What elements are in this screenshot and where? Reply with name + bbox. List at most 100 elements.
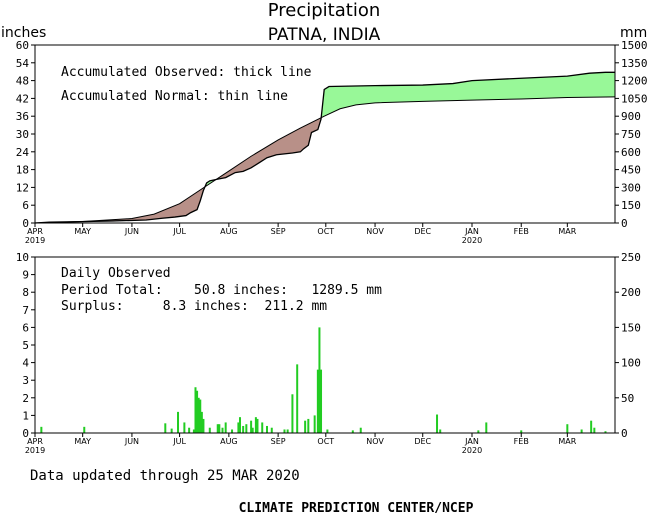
month-label: NOV (366, 437, 384, 446)
daily-bar (436, 414, 439, 433)
daily-bar (221, 427, 224, 433)
year-label: 2020 (462, 446, 482, 455)
month-label: OCT (317, 227, 334, 236)
left-tick-label: 30 (16, 128, 29, 141)
daily-bar (238, 417, 241, 433)
daily-bar (208, 427, 211, 433)
chart-subtitle: PATNA, INDIA (268, 25, 381, 45)
daily-bar (296, 364, 299, 433)
right-tick-label: 200 (621, 286, 641, 299)
right-unit-label: mm (620, 25, 647, 41)
daily-bar (326, 429, 329, 433)
left-tick-label: 0 (22, 427, 29, 440)
month-label: FEB (514, 227, 529, 236)
daily-bar (266, 425, 268, 433)
daily-bar (200, 411, 203, 433)
daily-bar (477, 430, 480, 433)
month-label: SEP (271, 227, 286, 236)
daily-bar (359, 427, 362, 433)
daily-bar (261, 422, 264, 433)
month-label: MAY (74, 227, 91, 236)
left-tick-label: 1 (22, 409, 29, 422)
accumulated-lines-layer (34, 71, 616, 224)
daily-bar (283, 429, 286, 433)
daily-bars-layer (40, 327, 607, 433)
daily-bar (197, 397, 200, 433)
daily-bar (439, 429, 442, 433)
daily-bar (254, 417, 257, 433)
month-label: MAY (74, 437, 91, 446)
month-label: JAN (464, 227, 479, 236)
daily-bar (237, 422, 240, 433)
left-tick-label: 24 (16, 146, 30, 159)
left-tick-label: 4 (22, 357, 29, 370)
left-unit-label: inches (1, 25, 46, 41)
month-label: AUG (220, 227, 238, 236)
right-tick-label: 150 (621, 321, 641, 334)
month-label: OCT (317, 437, 334, 446)
deficit-area (77, 187, 204, 222)
daily-bar (351, 430, 354, 433)
daily-bar (580, 429, 583, 433)
daily-bar (177, 411, 180, 433)
left-tick-label: 7 (22, 304, 29, 317)
daily-bar (270, 427, 273, 433)
daily-bar (313, 415, 316, 433)
daily-bar (183, 422, 186, 433)
accumulated-panel: 0612182430364248546001503004506007509001… (16, 39, 648, 245)
normal-line (34, 96, 616, 224)
observed-line (34, 71, 615, 224)
daily-bar (286, 429, 289, 433)
left-tick-label: 6 (22, 199, 29, 212)
daily-bar (242, 425, 245, 433)
right-tick-label: 0 (621, 427, 628, 440)
right-tick-label: 1200 (621, 75, 648, 88)
left-tick-label: 3 (22, 374, 29, 387)
daily-bar (593, 427, 596, 433)
left-tick-label: 12 (16, 181, 29, 194)
period-total-text: Period Total: 50.8 inches: 1289.5 mm (61, 283, 382, 298)
left-tick-label: 9 (22, 269, 29, 282)
right-tick-label: 1500 (621, 39, 648, 52)
data-updated-note: Data updated through 25 MAR 2020 (30, 468, 300, 484)
daily-bar (520, 430, 523, 433)
right-tick-label: 600 (621, 146, 641, 159)
daily-bar (170, 428, 173, 433)
right-tick-label: 0 (621, 217, 628, 230)
daily-bar (316, 369, 319, 433)
right-tick-label: 100 (621, 357, 641, 370)
daily-bar (164, 423, 167, 433)
right-tick-label: 750 (621, 128, 641, 141)
month-label: APR (27, 227, 43, 236)
right-tick-label: 1050 (621, 92, 648, 105)
daily-bar (194, 387, 197, 433)
year-label: 2019 (25, 446, 45, 455)
left-tick-label: 6 (22, 321, 29, 334)
right-tick-label: 1350 (621, 57, 648, 70)
month-label: MAR (558, 437, 576, 446)
daily-bar (216, 424, 219, 433)
daily-bar (251, 427, 254, 433)
daily-bar (199, 399, 202, 433)
daily-bar (231, 429, 234, 433)
month-label: JUL (172, 227, 186, 236)
month-label: SEP (271, 437, 286, 446)
daily-bar (250, 420, 253, 433)
left-tick-label: 18 (16, 164, 29, 177)
daily-bar (604, 431, 607, 433)
right-tick-label: 250 (621, 251, 641, 264)
surplus-text: Surplus: 8.3 inches: 211.2 mm (61, 299, 327, 314)
left-tick-label: 36 (16, 110, 29, 123)
daily-bar (590, 420, 593, 433)
daily-bar (318, 327, 321, 433)
daily-bar (566, 424, 569, 433)
legend-normal: Accumulated Normal: thin line (61, 89, 288, 104)
left-tick-label: 0 (22, 217, 29, 230)
daily-bar (485, 422, 488, 433)
daily-bar (192, 429, 195, 433)
left-tick-label: 60 (16, 39, 29, 52)
month-label: DEC (414, 227, 431, 236)
daily-bar (202, 418, 205, 433)
chart-title: Precipitation (268, 0, 381, 21)
